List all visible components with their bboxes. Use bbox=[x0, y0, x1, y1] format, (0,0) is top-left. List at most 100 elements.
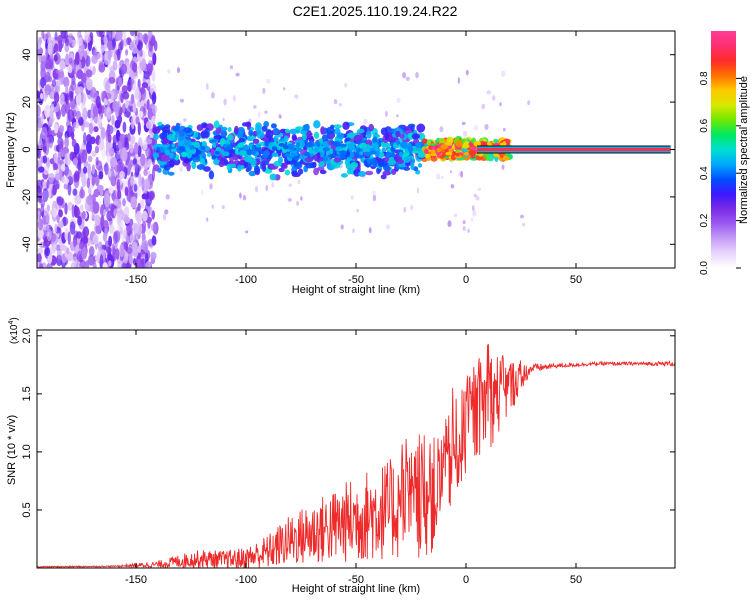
signal-point bbox=[153, 133, 160, 140]
signal-point bbox=[278, 167, 285, 173]
signal-core-point bbox=[452, 151, 456, 157]
noise-point bbox=[108, 186, 114, 194]
noise-point bbox=[117, 189, 122, 200]
noise-point bbox=[45, 48, 48, 59]
noise-point bbox=[63, 183, 69, 190]
noise-point bbox=[486, 90, 491, 95]
noise-point bbox=[503, 127, 506, 132]
signal-core-point bbox=[152, 152, 159, 159]
signal-point bbox=[152, 126, 161, 135]
noise-point bbox=[77, 153, 82, 166]
noise-point bbox=[131, 72, 138, 79]
noise-point bbox=[45, 57, 52, 70]
noise-point bbox=[37, 159, 43, 167]
noise-point bbox=[91, 150, 97, 157]
noise-point bbox=[139, 110, 144, 118]
signal-point bbox=[234, 125, 239, 135]
signal-core-point bbox=[282, 149, 287, 154]
noise-point bbox=[120, 63, 128, 75]
noise-point bbox=[385, 110, 388, 117]
signal-core-point bbox=[201, 141, 207, 147]
signal-point bbox=[291, 170, 299, 176]
noise-point bbox=[123, 216, 131, 224]
colorbar-tick-label: 0.0 bbox=[699, 261, 710, 275]
noise-point bbox=[44, 247, 50, 257]
signal-point bbox=[208, 170, 215, 180]
noise-point bbox=[94, 145, 100, 154]
signal-point bbox=[238, 137, 246, 143]
noise-point bbox=[65, 38, 70, 47]
signal-point bbox=[161, 132, 167, 137]
signal-core-point bbox=[385, 151, 391, 158]
noise-point bbox=[132, 242, 138, 253]
noise-point bbox=[48, 184, 52, 199]
noise-point bbox=[265, 184, 269, 192]
signal-core-point bbox=[164, 149, 170, 155]
signal-point bbox=[446, 136, 454, 144]
noise-point bbox=[135, 210, 143, 224]
signal-core-point bbox=[250, 148, 257, 155]
signal-point bbox=[213, 120, 220, 130]
noise-point bbox=[81, 210, 86, 220]
signal-point bbox=[410, 161, 415, 171]
noise-point bbox=[126, 247, 133, 255]
snr-x-tick-label: -150 bbox=[125, 574, 147, 586]
signal-point bbox=[261, 160, 266, 168]
carrier-band-core bbox=[477, 147, 671, 152]
noise-point bbox=[470, 217, 474, 222]
noise-point bbox=[102, 262, 108, 268]
signal-point bbox=[175, 130, 180, 138]
noise-point bbox=[76, 37, 83, 46]
signal-point bbox=[301, 133, 307, 141]
noise-point bbox=[103, 220, 109, 229]
signal-point bbox=[411, 133, 420, 140]
noise-point bbox=[57, 157, 61, 165]
noise-point bbox=[151, 115, 157, 122]
noise-point bbox=[410, 204, 413, 211]
noise-point bbox=[82, 226, 90, 238]
noise-point bbox=[441, 176, 444, 179]
noise-point bbox=[372, 194, 377, 202]
noise-point bbox=[81, 149, 88, 163]
signal-point bbox=[263, 121, 270, 128]
noise-point bbox=[112, 100, 119, 112]
noise-point bbox=[130, 196, 138, 209]
noise-point bbox=[37, 104, 41, 118]
noise-point bbox=[415, 71, 419, 79]
noise-point bbox=[53, 92, 60, 104]
signal-point bbox=[319, 161, 325, 168]
signal-core-point bbox=[171, 143, 176, 148]
signal-point bbox=[380, 174, 387, 180]
noise-point bbox=[82, 235, 89, 245]
noise-point bbox=[85, 69, 93, 78]
noise-point bbox=[356, 208, 359, 213]
noise-point bbox=[179, 98, 184, 103]
noise-point bbox=[109, 157, 117, 168]
noise-point bbox=[141, 233, 146, 241]
noise-point bbox=[61, 163, 66, 172]
noise-point bbox=[40, 113, 45, 125]
signal-point bbox=[157, 121, 163, 126]
spectrogram-y-tick-label: -40 bbox=[21, 236, 33, 252]
noise-point bbox=[108, 224, 115, 235]
noise-point bbox=[128, 78, 135, 85]
signal-core-point bbox=[283, 145, 289, 150]
noise-point bbox=[123, 111, 131, 118]
signal-core-point bbox=[159, 146, 166, 153]
noise-point bbox=[37, 218, 44, 231]
signal-point bbox=[265, 129, 274, 139]
signal-core-point bbox=[339, 143, 347, 148]
noise-point bbox=[211, 91, 215, 99]
noise-point bbox=[150, 36, 155, 47]
spectrogram-x-tick-label: 0 bbox=[463, 274, 469, 286]
signal-core-point bbox=[256, 147, 261, 152]
noise-point bbox=[100, 44, 105, 54]
signal-core-point bbox=[286, 143, 294, 150]
noise-point bbox=[71, 204, 75, 218]
noise-point bbox=[93, 188, 100, 198]
signal-core-point bbox=[415, 142, 422, 148]
signal-core-point bbox=[239, 150, 247, 157]
noise-point bbox=[278, 114, 282, 119]
snr-x-tick-label: -50 bbox=[348, 574, 364, 586]
noise-point bbox=[71, 39, 77, 47]
